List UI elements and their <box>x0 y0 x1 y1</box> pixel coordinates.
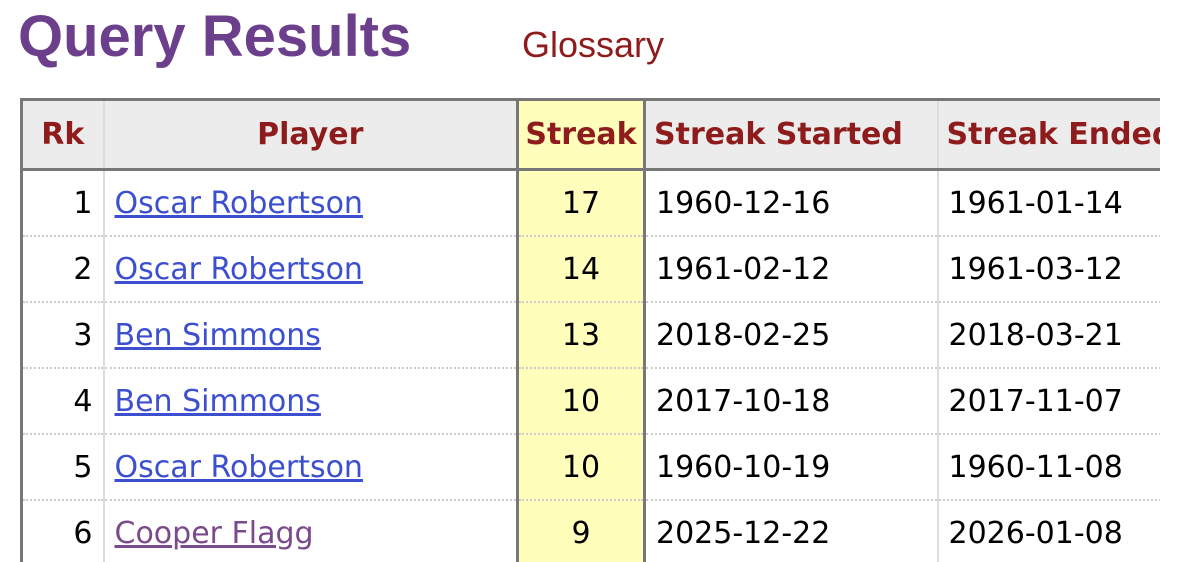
table-row: 5 Oscar Robertson 10 1960-10-19 1960-11-08 <box>20 434 1160 501</box>
streak-cell: 13 <box>516 302 646 369</box>
column-header-rk[interactable]: Rk <box>20 98 105 171</box>
column-header-streak[interactable]: Streak <box>516 98 646 171</box>
streak-cell: 10 <box>516 434 646 501</box>
streak-cell: 17 <box>516 169 646 237</box>
player-cell: Oscar Robertson <box>103 169 519 237</box>
table-row: 2 Oscar Robertson 14 1961-02-12 1961-03-12 <box>20 236 1160 303</box>
streak-ended-cell: 2026-01-08 <box>937 500 1160 562</box>
player-link[interactable]: Cooper Flagg <box>114 515 314 551</box>
results-table: Rk Player Streak Streak Started Streak E… <box>20 98 1160 562</box>
table-row: 6 Cooper Flagg 9 2025-12-22 2026-01-08 <box>20 500 1160 562</box>
streak-cell: 14 <box>516 236 646 303</box>
glossary-link[interactable]: Glossary <box>522 24 665 65</box>
player-cell: Oscar Robertson <box>103 434 519 501</box>
page-title: Query Results <box>18 4 412 69</box>
streak-ended-cell: 2017-11-07 <box>937 368 1160 435</box>
player-cell: Cooper Flagg <box>103 500 519 562</box>
player-link[interactable]: Oscar Robertson <box>114 185 363 221</box>
table-header-row: Rk Player Streak Streak Started Streak E… <box>20 98 1160 171</box>
streak-ended-cell: 1961-01-14 <box>937 169 1160 237</box>
table-row: 4 Ben Simmons 10 2017-10-18 2017-11-07 <box>20 368 1160 435</box>
player-link[interactable]: Oscar Robertson <box>114 449 363 485</box>
player-link[interactable]: Oscar Robertson <box>114 251 363 287</box>
rank-cell: 4 <box>20 368 105 435</box>
rank-cell: 6 <box>20 500 105 562</box>
rank-cell: 1 <box>20 169 105 237</box>
player-link[interactable]: Ben Simmons <box>114 383 321 419</box>
player-cell: Ben Simmons <box>103 368 519 435</box>
streak-started-cell: 2017-10-18 <box>644 368 939 435</box>
player-cell: Ben Simmons <box>103 302 519 369</box>
streak-started-cell: 2018-02-25 <box>644 302 939 369</box>
streak-started-cell: 1961-02-12 <box>644 236 939 303</box>
column-header-player[interactable]: Player <box>103 98 519 171</box>
rank-cell: 2 <box>20 236 105 303</box>
player-cell: Oscar Robertson <box>103 236 519 303</box>
streak-started-cell: 2025-12-22 <box>644 500 939 562</box>
streak-cell: 9 <box>516 500 646 562</box>
column-header-streak-ended[interactable]: Streak Ended <box>937 98 1160 171</box>
streak-started-cell: 1960-12-16 <box>644 169 939 237</box>
rank-cell: 3 <box>20 302 105 369</box>
column-header-streak-started[interactable]: Streak Started <box>644 98 939 171</box>
streak-ended-cell: 2018-03-21 <box>937 302 1160 369</box>
streak-ended-cell: 1961-03-12 <box>937 236 1160 303</box>
table-row: 3 Ben Simmons 13 2018-02-25 2018-03-21 <box>20 302 1160 369</box>
player-link[interactable]: Ben Simmons <box>114 317 321 353</box>
results-table-container: Rk Player Streak Streak Started Streak E… <box>20 98 1160 562</box>
streak-ended-cell: 1960-11-08 <box>937 434 1160 501</box>
table-row: 1 Oscar Robertson 17 1960-12-16 1961-01-14 <box>20 169 1160 237</box>
streak-cell: 10 <box>516 368 646 435</box>
streak-started-cell: 1960-10-19 <box>644 434 939 501</box>
rank-cell: 5 <box>20 434 105 501</box>
